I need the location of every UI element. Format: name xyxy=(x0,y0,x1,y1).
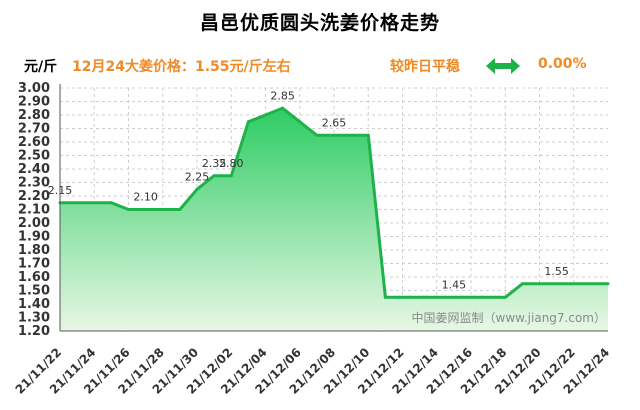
y-tick-label: 2.40 xyxy=(18,162,50,177)
data-point xyxy=(606,282,610,286)
data-point xyxy=(503,295,507,299)
y-tick-label: 2.30 xyxy=(18,176,50,191)
double-arrow-icon xyxy=(486,58,520,74)
y-tick-label: 2.50 xyxy=(18,149,50,164)
y-tick-label: 2.90 xyxy=(18,95,50,110)
y-tick-label: 1.50 xyxy=(18,284,50,299)
data-label: 2.35 xyxy=(202,157,227,170)
price-area xyxy=(58,106,610,331)
y-tick-label: 2.00 xyxy=(18,216,50,231)
y-tick-label: 2.80 xyxy=(18,108,50,123)
data-point xyxy=(281,106,285,110)
data-point xyxy=(520,282,524,286)
y-tick-label: 1.80 xyxy=(18,243,50,258)
chart-title: 昌邑优质圆头洗姜价格走势 xyxy=(199,12,440,34)
price-summary: 12月24大姜价格：1.55元/斤左右 xyxy=(72,59,291,75)
data-label: 2.10 xyxy=(133,191,158,204)
data-point xyxy=(178,208,182,211)
data-label: 1.45 xyxy=(442,278,467,291)
compare-text: 较昨日平稳 xyxy=(390,59,460,75)
data-point xyxy=(127,208,130,211)
data-point xyxy=(229,174,233,178)
y-axis-ticks: 3.002.902.802.702.602.502.402.302.202.10… xyxy=(18,81,50,339)
data-point xyxy=(264,113,267,117)
data-point xyxy=(298,120,302,124)
data-point xyxy=(366,133,370,137)
axes xyxy=(59,84,608,332)
area-fill xyxy=(60,108,608,331)
data-point xyxy=(315,133,319,137)
data-labels: 2.15 2.10 2.252.352.80 2.85 2.65 1.45 1.55 xyxy=(48,89,569,291)
data-label: 2.65 xyxy=(322,116,347,129)
y-tick-label: 1.90 xyxy=(18,230,50,245)
y-tick-label: 2.70 xyxy=(18,122,50,137)
data-point xyxy=(109,201,113,205)
unit-label: 元/斤 xyxy=(24,59,58,75)
y-tick-label: 2.60 xyxy=(18,135,50,150)
y-tick-label: 1.40 xyxy=(18,297,50,312)
y-tick-label: 2.10 xyxy=(18,203,50,218)
data-point xyxy=(383,295,387,299)
y-tick-label: 1.20 xyxy=(18,324,50,339)
data-label: 2.80 xyxy=(219,157,244,170)
change-percent: 0.00% xyxy=(538,56,587,72)
data-label: 2.25 xyxy=(185,170,210,183)
y-tick-label: 1.60 xyxy=(18,270,50,285)
data-point xyxy=(246,120,250,124)
y-tick-label: 3.00 xyxy=(18,81,50,96)
y-tick-label: 2.20 xyxy=(18,189,50,204)
y-tick-label: 1.30 xyxy=(18,311,50,326)
data-label: 2.15 xyxy=(48,184,73,197)
data-label: 2.85 xyxy=(270,89,295,102)
data-point xyxy=(195,187,199,191)
data-point xyxy=(212,174,216,178)
data-label: 1.55 xyxy=(544,265,569,278)
x-axis-ticks: 21/11/2221/11/2421/11/2621/11/2821/11/30… xyxy=(13,345,613,397)
y-tick-label: 1.70 xyxy=(18,257,50,272)
watermark: 中国姜网监制（www.jiang7.com） xyxy=(412,310,606,325)
price-info-bar: 元/斤 12月24大姜价格：1.55元/斤左右 较昨日平稳 0.00% xyxy=(0,54,640,78)
